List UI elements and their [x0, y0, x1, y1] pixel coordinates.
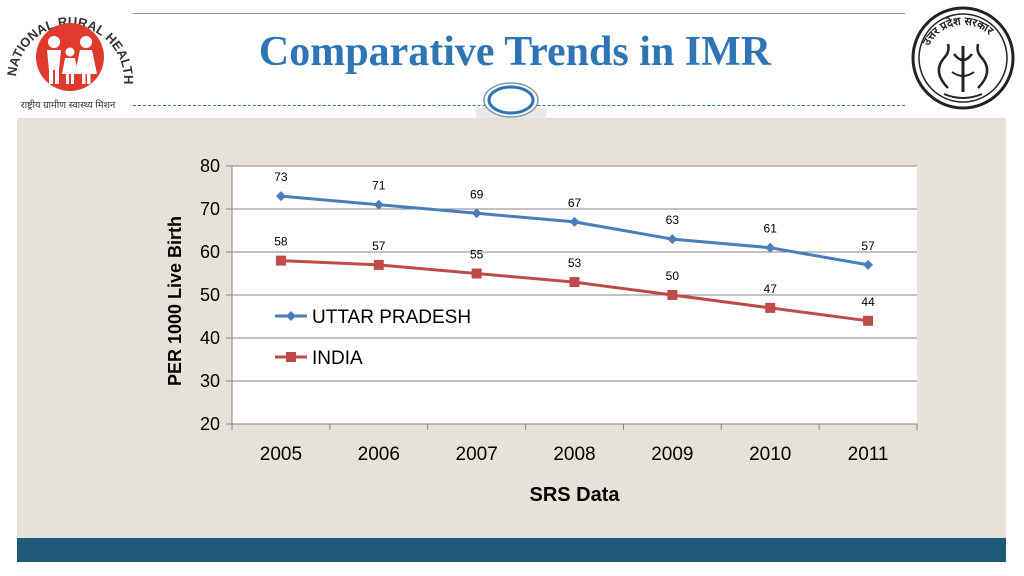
data-point [863, 259, 874, 270]
x-tick-label: 2008 [553, 444, 595, 465]
content-panel: 20 30 40 50 60 70 80 2005 2006 2007 2008 2009 2010 20… [17, 118, 1006, 538]
data-label: 67 [568, 196, 582, 210]
family-icon [47, 36, 97, 84]
data-point [569, 277, 580, 288]
legend-label: UTTAR PRADESH [312, 307, 471, 328]
x-tick-label: 2005 [260, 444, 302, 465]
data-label: 63 [666, 213, 680, 227]
data-point [373, 199, 384, 210]
data-label: 53 [568, 256, 582, 270]
data-label: 55 [470, 248, 484, 262]
data-point [569, 216, 580, 227]
data-point [275, 191, 286, 202]
data-point [275, 255, 286, 266]
data-label: 57 [861, 239, 875, 253]
data-point [667, 234, 678, 245]
slide-header: NATIONAL RURAL HEALTH MISSION राष्ट्रीय … [0, 0, 1024, 126]
y-axis-title: PER 1000 Live Birth [165, 216, 185, 386]
legend-label: INDIA [312, 348, 363, 369]
footer-bar [17, 538, 1006, 562]
data-label: 71 [372, 179, 386, 193]
up-government-emblem: उत्तर प्रदेश सरकार [911, 6, 1015, 110]
x-tick-label: 2009 [651, 444, 693, 465]
data-label: 69 [470, 187, 484, 201]
legend-marker [286, 352, 296, 362]
data-label: 47 [764, 282, 778, 296]
page-title: Comparative Trends in IMR [258, 29, 772, 75]
y-tick-label: 20 [200, 414, 220, 434]
y-tick-label: 30 [200, 371, 220, 391]
data-point [863, 315, 874, 326]
data-point [373, 259, 384, 270]
data-label: 58 [274, 235, 288, 249]
nrhm-logo: NATIONAL RURAL HEALTH MISSION राष्ट्रीय … [2, 2, 134, 111]
data-point [667, 290, 678, 300]
x-tick-label: 2006 [358, 444, 400, 465]
data-point [765, 242, 776, 253]
data-label: 73 [274, 170, 288, 184]
data-label: 61 [764, 222, 778, 236]
data-point [471, 268, 482, 279]
data-point [471, 208, 482, 219]
y-tick-label: 70 [200, 199, 220, 219]
y-tick-label: 60 [200, 242, 220, 262]
x-tick-label: 2011 [848, 444, 889, 465]
y-tick-label: 40 [200, 328, 220, 348]
data-label: 57 [372, 239, 386, 253]
y-tick-label: 50 [200, 285, 220, 305]
imr-line-chart: 20 30 40 50 60 70 80 2005 2006 2007 2008 2009 2010 20… [165, 156, 918, 506]
nrhm-logo-subtext: राष्ट्रीय ग्रामीण स्वास्थ्य मिशन [21, 99, 116, 111]
legend-marker [286, 311, 296, 321]
x-tick-label: 2010 [749, 444, 791, 465]
y-tick-label: 80 [200, 156, 220, 176]
data-label: 50 [666, 269, 680, 283]
x-tick-label: 2007 [456, 444, 498, 465]
x-axis-title: SRS Data [529, 484, 620, 506]
data-label: 44 [861, 295, 875, 309]
header-top-rule [133, 13, 905, 14]
data-point [765, 302, 776, 313]
